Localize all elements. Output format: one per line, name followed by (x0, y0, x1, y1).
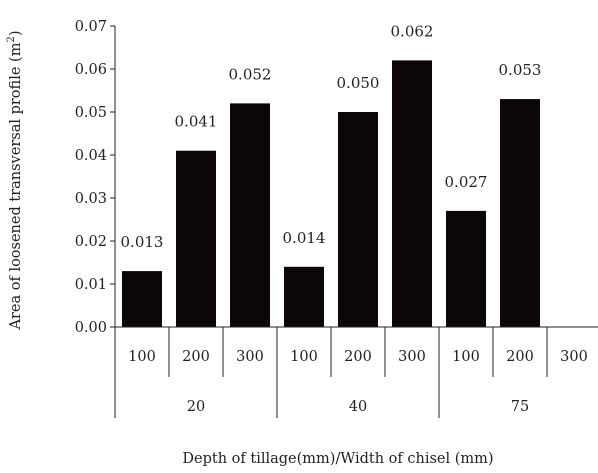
y-axis-title: Area of loosened transversal profile (m2… (6, 31, 24, 331)
bar (392, 60, 432, 328)
bars (122, 60, 540, 328)
x-tick-label: 200 (344, 349, 372, 365)
data-label: 0.027 (445, 173, 488, 191)
data-label: 0.050 (337, 74, 380, 92)
bar (500, 99, 540, 327)
bar (338, 112, 378, 327)
y-tick-label: 0.05 (75, 105, 107, 121)
y-tick-label: 0.07 (75, 19, 107, 35)
data-label: 0.041 (175, 113, 218, 131)
y-axis: 0.00 0.01 0.02 0.03 0.04 0.05 0.06 0.07 (75, 19, 116, 336)
y-tick-label: 0.03 (75, 191, 107, 207)
group-label: 75 (511, 399, 529, 415)
x-tick-label: 200 (506, 349, 534, 365)
group-label: 40 (349, 399, 367, 415)
x-axis: 100 200 300 100 200 300 100 200 300 20 40 75 (114, 326, 598, 418)
y-tick-label: 0.02 (75, 234, 107, 250)
x-tick-label: 300 (560, 349, 588, 365)
data-label: 0.062 (391, 22, 434, 40)
bar (446, 210, 486, 327)
data-label: 0.013 (121, 233, 164, 251)
bar (176, 150, 216, 327)
value-labels: 0.013 0.041 0.052 0.014 0.050 0.062 0.027 0.053 (121, 22, 542, 251)
y-tick-label: 0.01 (75, 277, 107, 293)
bar (122, 271, 162, 327)
data-label: 0.053 (499, 61, 542, 79)
x-tick-label: 300 (398, 349, 426, 365)
x-tick-label: 100 (452, 349, 480, 365)
x-axis-title: Depth of tillage(mm)/Width of chisel (mm… (182, 451, 493, 467)
y-tick-label: 0.06 (75, 62, 107, 78)
data-label: 0.014 (283, 229, 326, 247)
data-label: 0.052 (229, 65, 272, 83)
y-tick-label: 0.00 (75, 320, 107, 336)
x-tick-label: 100 (290, 349, 318, 365)
bar (230, 103, 270, 328)
bar (284, 266, 324, 327)
x-tick-label: 100 (128, 349, 156, 365)
group-label: 20 (187, 399, 205, 415)
x-tick-label: 200 (182, 349, 210, 365)
y-tick-label: 0.04 (75, 148, 107, 164)
x-tick-label: 300 (236, 349, 264, 365)
